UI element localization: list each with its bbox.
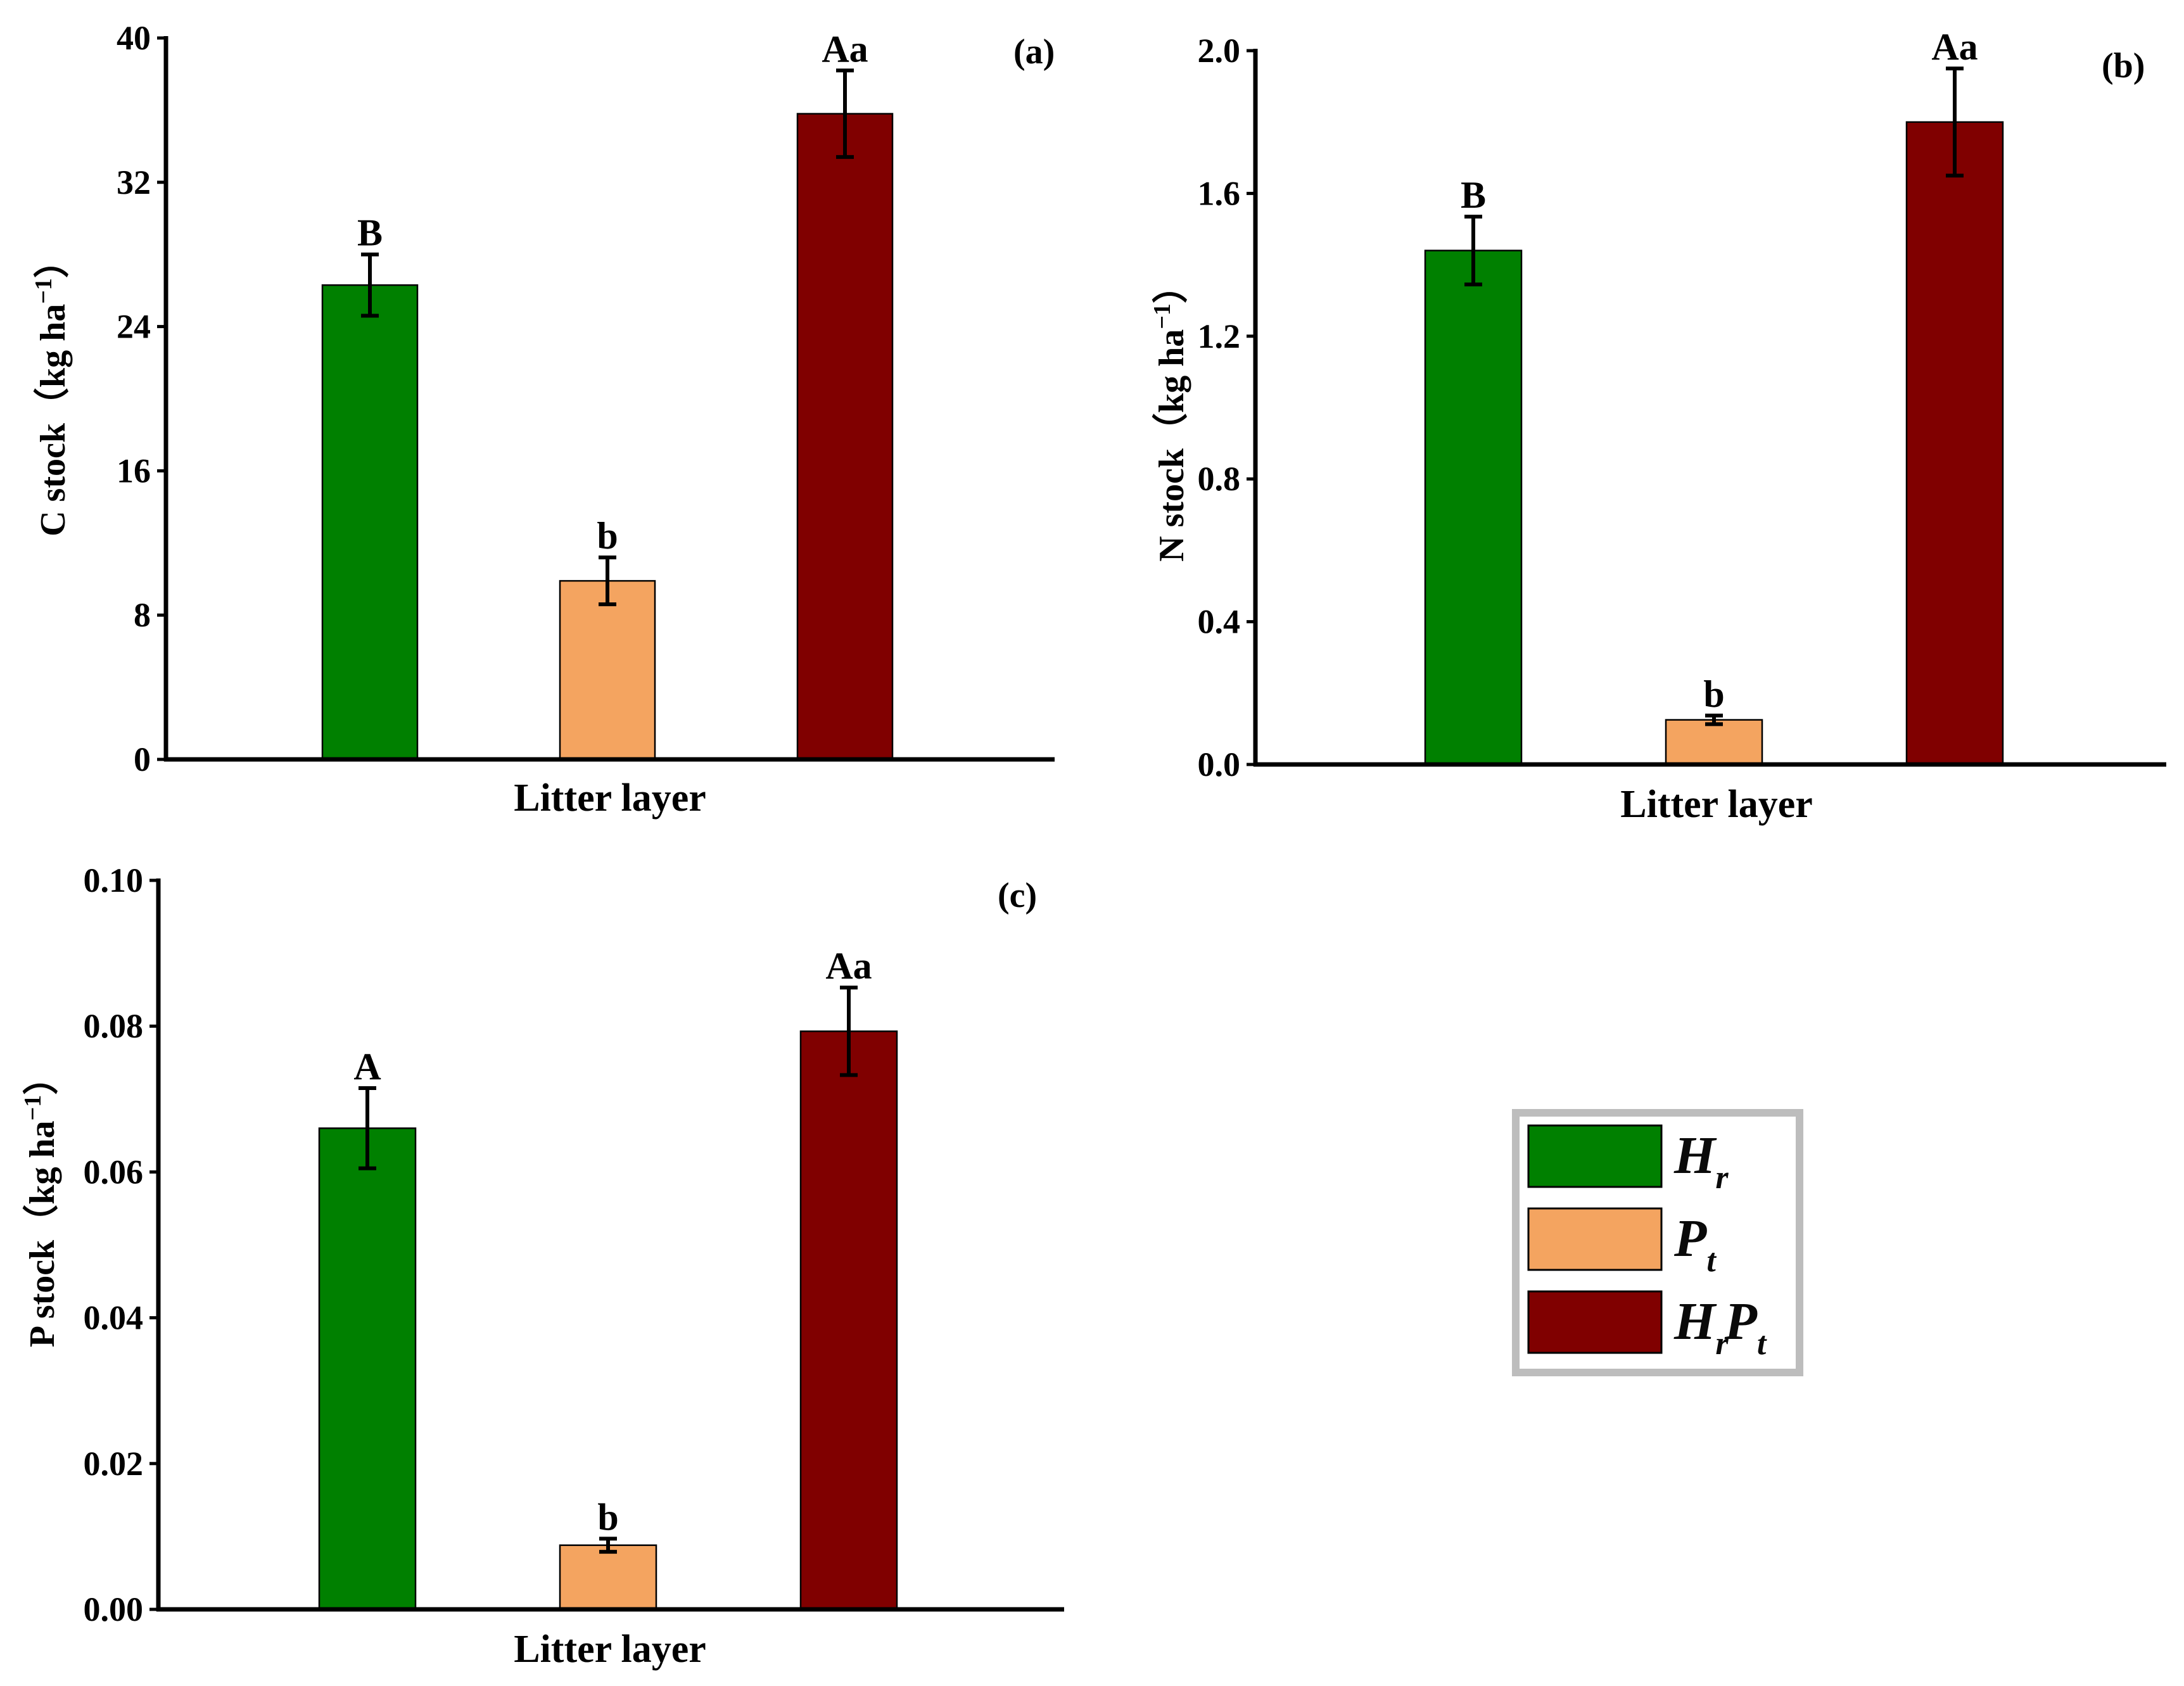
error-bar [840,986,858,1077]
panel-label: (c) [998,876,1037,915]
bar-hr [318,1127,417,1611]
y-tick-label: 0.10 [84,861,144,899]
panel-label: (a) [1013,32,1055,72]
bar-hrpt [796,113,894,761]
panel-a-chart: (a) Litter layer C stock（kg ha−1） 0 8 16 24… [30,19,1055,820]
legend: Hr Pt HrPt [1512,1109,1803,1376]
bar-hrpt [1905,121,2004,766]
significance-label: A [353,1046,381,1087]
y-axis-title: C stock（kg ha−1） [30,243,73,536]
y-tick-label: 0.8 [1198,460,1241,498]
error-bar [1464,215,1482,287]
significance-label: Aa [825,945,872,987]
legend-label-hrpt: HrPt [1673,1292,1767,1362]
bars-layer: 0.00 0.02 0.04 0.06 0.08 0.10 Ab Aa [84,861,1064,1628]
legend-swatch-hr [1527,1124,1663,1188]
bar-hr [1424,250,1523,766]
bar-pt [559,580,656,761]
legend-item-hrpt: HrPt [1527,1290,1767,1362]
y-tick-label: 0.04 [84,1299,144,1337]
legend-item-hr: Hr [1527,1124,1729,1196]
panel-c-chart: (c) Litter layer P stock（kg ha−1） 0.000.… [20,861,1064,1671]
significance-label: B [357,212,383,254]
y-tick-label: 1.6 [1198,174,1241,212]
error-bar [599,1537,617,1554]
y-tick-label: 32 [117,163,151,201]
error-bar [361,252,379,318]
x-axis-title: Litter layer [514,1628,706,1671]
significance-label: b [597,515,618,557]
bar-pt [559,1544,657,1611]
y-axis-title: P stock（kg ha−1） [20,1060,62,1348]
significance-label: Aa [1931,26,1978,68]
legend-swatch-pt [1527,1207,1663,1271]
y-tick-label: 0.02 [84,1445,144,1483]
y-tick-label: 0.0 [1198,745,1241,783]
panel-b-chart: (b) Litter layer N stock（kg ha−1） 0.0 0.4… [1149,26,2166,826]
legend-label-hr: Hr [1673,1126,1729,1196]
x-axis-title: Litter layer [514,776,706,820]
error-bar [359,1086,376,1170]
significance-label: b [597,1496,618,1538]
significance-label: B [1461,174,1486,216]
y-tick-label: 0.08 [84,1007,144,1045]
x-axis-title: Litter layer [1620,783,1813,826]
y-tick-label: 2.0 [1198,32,1241,70]
bar-hr [321,284,419,761]
y-tick-label: 40 [117,19,151,57]
y-tick-label: 8 [134,596,151,634]
y-tick-label: 0.06 [84,1153,144,1191]
error-bar [1705,713,1723,726]
legend-label-pt: Pt [1673,1209,1717,1279]
y-tick-label: 1.2 [1198,317,1241,355]
error-bar [1946,67,1964,178]
y-tick-label: 16 [117,452,151,490]
significance-label: b [1703,673,1724,715]
y-tick-label: 0.4 [1198,603,1241,641]
significance-label: Aa [822,28,868,70]
y-tick-label: 0 [134,740,151,778]
bars-layer: 0 8 16 24 32 40 Bb Aa [117,19,1055,778]
bar-pt [1665,719,1763,766]
y-tick-label: 0.00 [84,1590,144,1628]
panel-label: (b) [2102,46,2145,86]
bar-hrpt [799,1030,898,1611]
legend-item-pt: Pt [1527,1207,1717,1279]
error-bar [836,68,854,159]
error-bar [599,555,616,607]
y-tick-label: 24 [117,308,151,346]
bars-layer: 0.0 0.4 0.8 1.2 1.6 2.0 Bb Aa [1198,26,2166,783]
y-axis-title: N stock（kg ha−1） [1149,268,1191,562]
legend-swatch-hrpt [1527,1290,1663,1354]
